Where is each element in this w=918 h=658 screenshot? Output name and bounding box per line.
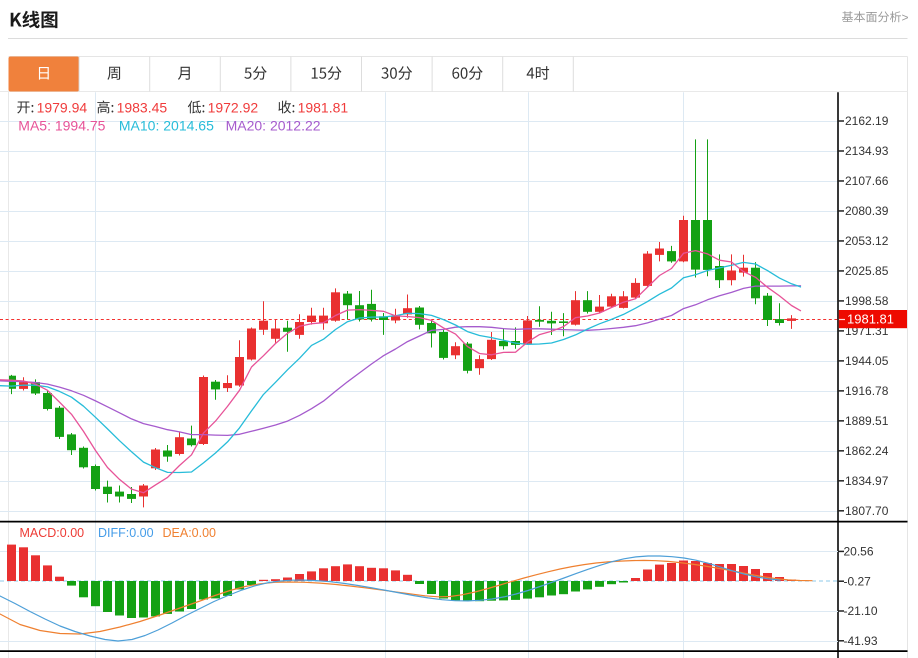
svg-text:>: > — [902, 10, 909, 24]
svg-text:1998.58: 1998.58 — [845, 294, 889, 308]
svg-text:1981.81: 1981.81 — [847, 312, 894, 327]
svg-text:2134.93: 2134.93 — [845, 144, 889, 158]
svg-text:1981.81: 1981.81 — [298, 99, 349, 115]
svg-text:DIFF:0.00: DIFF:0.00 — [98, 526, 154, 540]
svg-text:1807.70: 1807.70 — [845, 504, 889, 518]
svg-text:1972.92: 1972.92 — [208, 99, 259, 115]
svg-text:MA10: 2014.65: MA10: 2014.65 — [119, 117, 214, 133]
svg-text:MA20: 2012.22: MA20: 2012.22 — [226, 117, 321, 133]
svg-text:MA5: 1994.75: MA5: 1994.75 — [18, 117, 105, 133]
svg-text:1944.05: 1944.05 — [845, 354, 889, 368]
svg-text:2107.66: 2107.66 — [845, 174, 889, 188]
svg-text:1834.97: 1834.97 — [845, 474, 889, 488]
svg-text:DEA:0.00: DEA:0.00 — [163, 526, 217, 540]
svg-text:-21.10: -21.10 — [844, 604, 878, 618]
svg-text:1983.45: 1983.45 — [117, 99, 168, 115]
svg-text:-0.27: -0.27 — [844, 574, 872, 588]
svg-text:1979.94: 1979.94 — [37, 99, 88, 115]
svg-text:1889.51: 1889.51 — [845, 414, 889, 428]
svg-text:1862.24: 1862.24 — [845, 444, 889, 458]
svg-text:20.56: 20.56 — [844, 545, 874, 559]
svg-text:2162.19: 2162.19 — [845, 114, 889, 128]
svg-text:2053.12: 2053.12 — [845, 234, 889, 248]
svg-text:2080.39: 2080.39 — [845, 204, 889, 218]
svg-text:-41.93: -41.93 — [844, 634, 878, 648]
svg-text:MACD:0.00: MACD:0.00 — [20, 526, 85, 540]
svg-text:2025.85: 2025.85 — [845, 264, 889, 278]
svg-text:1916.78: 1916.78 — [845, 384, 889, 398]
